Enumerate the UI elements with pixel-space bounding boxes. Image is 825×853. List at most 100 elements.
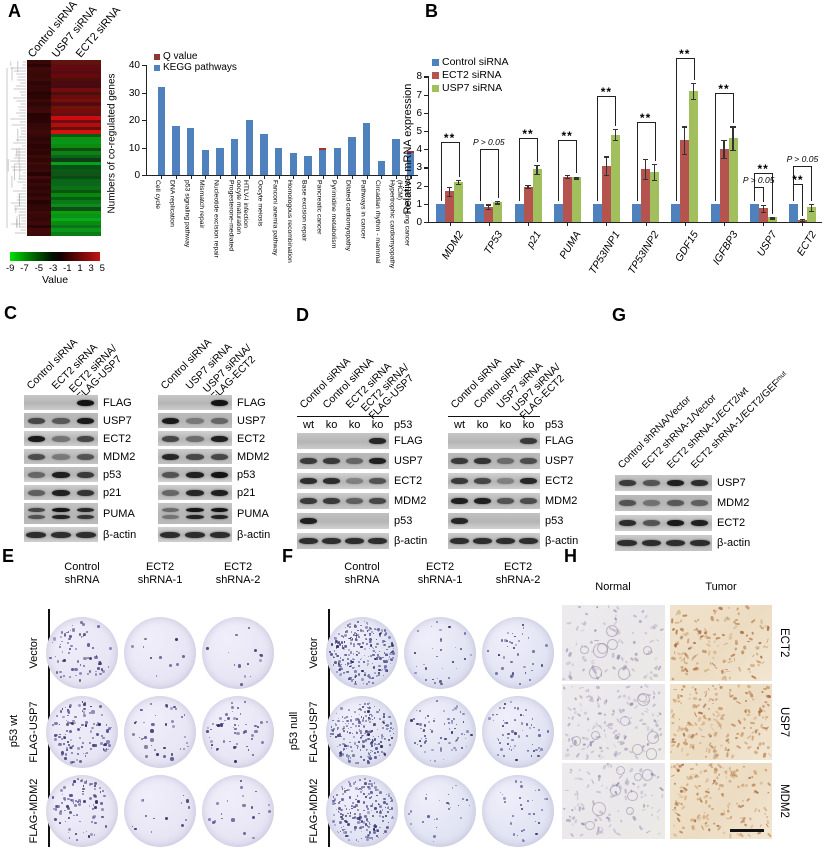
ihc-speckle [654, 657, 658, 661]
colony-dot [544, 644, 548, 647]
colony-dot [531, 717, 534, 720]
ihc-speckle [689, 693, 692, 696]
colony-dot [369, 738, 372, 741]
colony-dot [416, 666, 418, 668]
heatmap-row-col1 [27, 228, 52, 232]
colony-dot [340, 753, 344, 757]
colony-dot [378, 669, 381, 672]
ihc-speckle [656, 638, 660, 642]
colony-dot [350, 805, 352, 808]
colony-dot [365, 796, 367, 798]
ihc-speckle [760, 690, 764, 695]
x-tick-mark [234, 176, 236, 179]
ihc-speckle [722, 642, 729, 645]
bar [454, 181, 464, 222]
ihc-speckle [725, 776, 727, 780]
colony-dot [409, 718, 413, 722]
legend-label: KEGG pathways [163, 62, 237, 73]
ihc-speckle [584, 736, 590, 741]
colony-dot [336, 726, 340, 730]
colony-dot [234, 727, 237, 731]
ihc-speckle [687, 638, 690, 644]
colony-dot [373, 738, 377, 741]
colony-dot [537, 788, 541, 791]
colony-dot [344, 805, 346, 807]
colony-dot [336, 733, 340, 737]
ihc-speckle [704, 790, 711, 794]
blot-row-label: ECT2 [394, 475, 423, 487]
colony-dot [362, 792, 365, 796]
ihc-speckle [565, 789, 569, 792]
colony-dot [360, 830, 363, 833]
ihc-speckle [607, 823, 612, 829]
ihc-gland-ring [605, 624, 618, 637]
heatmap-row-col3 [75, 161, 101, 166]
colony-dot [453, 718, 456, 721]
colony-dot [360, 734, 363, 737]
colony-dot [380, 734, 383, 737]
sig-bracket-v [811, 165, 813, 202]
colony-dot [383, 634, 386, 636]
blot-band [77, 453, 95, 460]
ihc-speckle [710, 726, 715, 731]
colony-dot [384, 830, 388, 834]
ihc-speckle [744, 700, 748, 703]
colony-dot [349, 783, 351, 786]
panel-g-letter: G [612, 305, 627, 325]
colony-dot [357, 642, 360, 645]
panel-a: A Control siRNA USP7 siRNA ECT2 siRNA -9 -7… [0, 0, 420, 292]
bar [436, 203, 446, 222]
ihc-speckle [718, 787, 722, 791]
blot-band [211, 471, 229, 478]
ihc-gland-ring [642, 645, 652, 655]
colony-dot [266, 721, 269, 724]
x-tick-mark [488, 223, 490, 226]
colony-dot [346, 835, 349, 838]
ihc-speckle [674, 629, 678, 635]
colony-dot [366, 824, 369, 827]
ihc-speckle [614, 614, 618, 617]
colony-dot [379, 633, 381, 635]
sig-bracket-h [636, 121, 655, 123]
colony-dot [366, 621, 369, 624]
colony-dot [350, 639, 353, 642]
error-bar-line [527, 185, 529, 188]
colony-dot [364, 634, 367, 637]
colony-dot [454, 784, 457, 787]
gel-strip [297, 533, 389, 549]
blot-band [665, 540, 686, 546]
blot-row-label: p53 [237, 468, 256, 481]
colony-dot [531, 755, 533, 757]
blot-band [322, 538, 341, 544]
q-value-mark [318, 147, 327, 151]
colony-dot [374, 751, 377, 754]
heatmap-row-col3 [75, 109, 101, 113]
y-tick-label: 3 [416, 162, 422, 174]
heatmap-row-col1 [27, 217, 52, 222]
colony-plate [404, 775, 476, 847]
colony-dot [347, 670, 350, 673]
color-scale-tick: 3 [88, 263, 94, 274]
colony-dot [353, 658, 355, 661]
ihc-speckle [670, 656, 677, 661]
ihc-speckle [598, 755, 604, 759]
colony-dot [373, 782, 376, 784]
gel-strip [158, 449, 232, 464]
heatmap-row-col1 [27, 172, 52, 176]
colony-dot [439, 747, 443, 750]
colony-dot [433, 720, 435, 722]
colony-dot [390, 658, 393, 662]
colony-dot [79, 820, 81, 822]
ihc-speckle [565, 621, 572, 625]
colony-dot [353, 828, 356, 831]
colony-dot [135, 721, 137, 723]
ihc-speckle [736, 684, 740, 687]
sig-bracket-h [715, 92, 733, 94]
blot-band [186, 471, 204, 478]
heatmap-row-col3 [75, 126, 101, 131]
panel-e: E Control shRNA ECT2 shRNA-1 ECT2 shRNA-2 p… [0, 545, 280, 853]
colony-dot [163, 755, 167, 759]
colony-dot [367, 786, 370, 789]
row-label: FLAG-MDM2 [28, 778, 40, 844]
colony-dot [359, 629, 362, 632]
